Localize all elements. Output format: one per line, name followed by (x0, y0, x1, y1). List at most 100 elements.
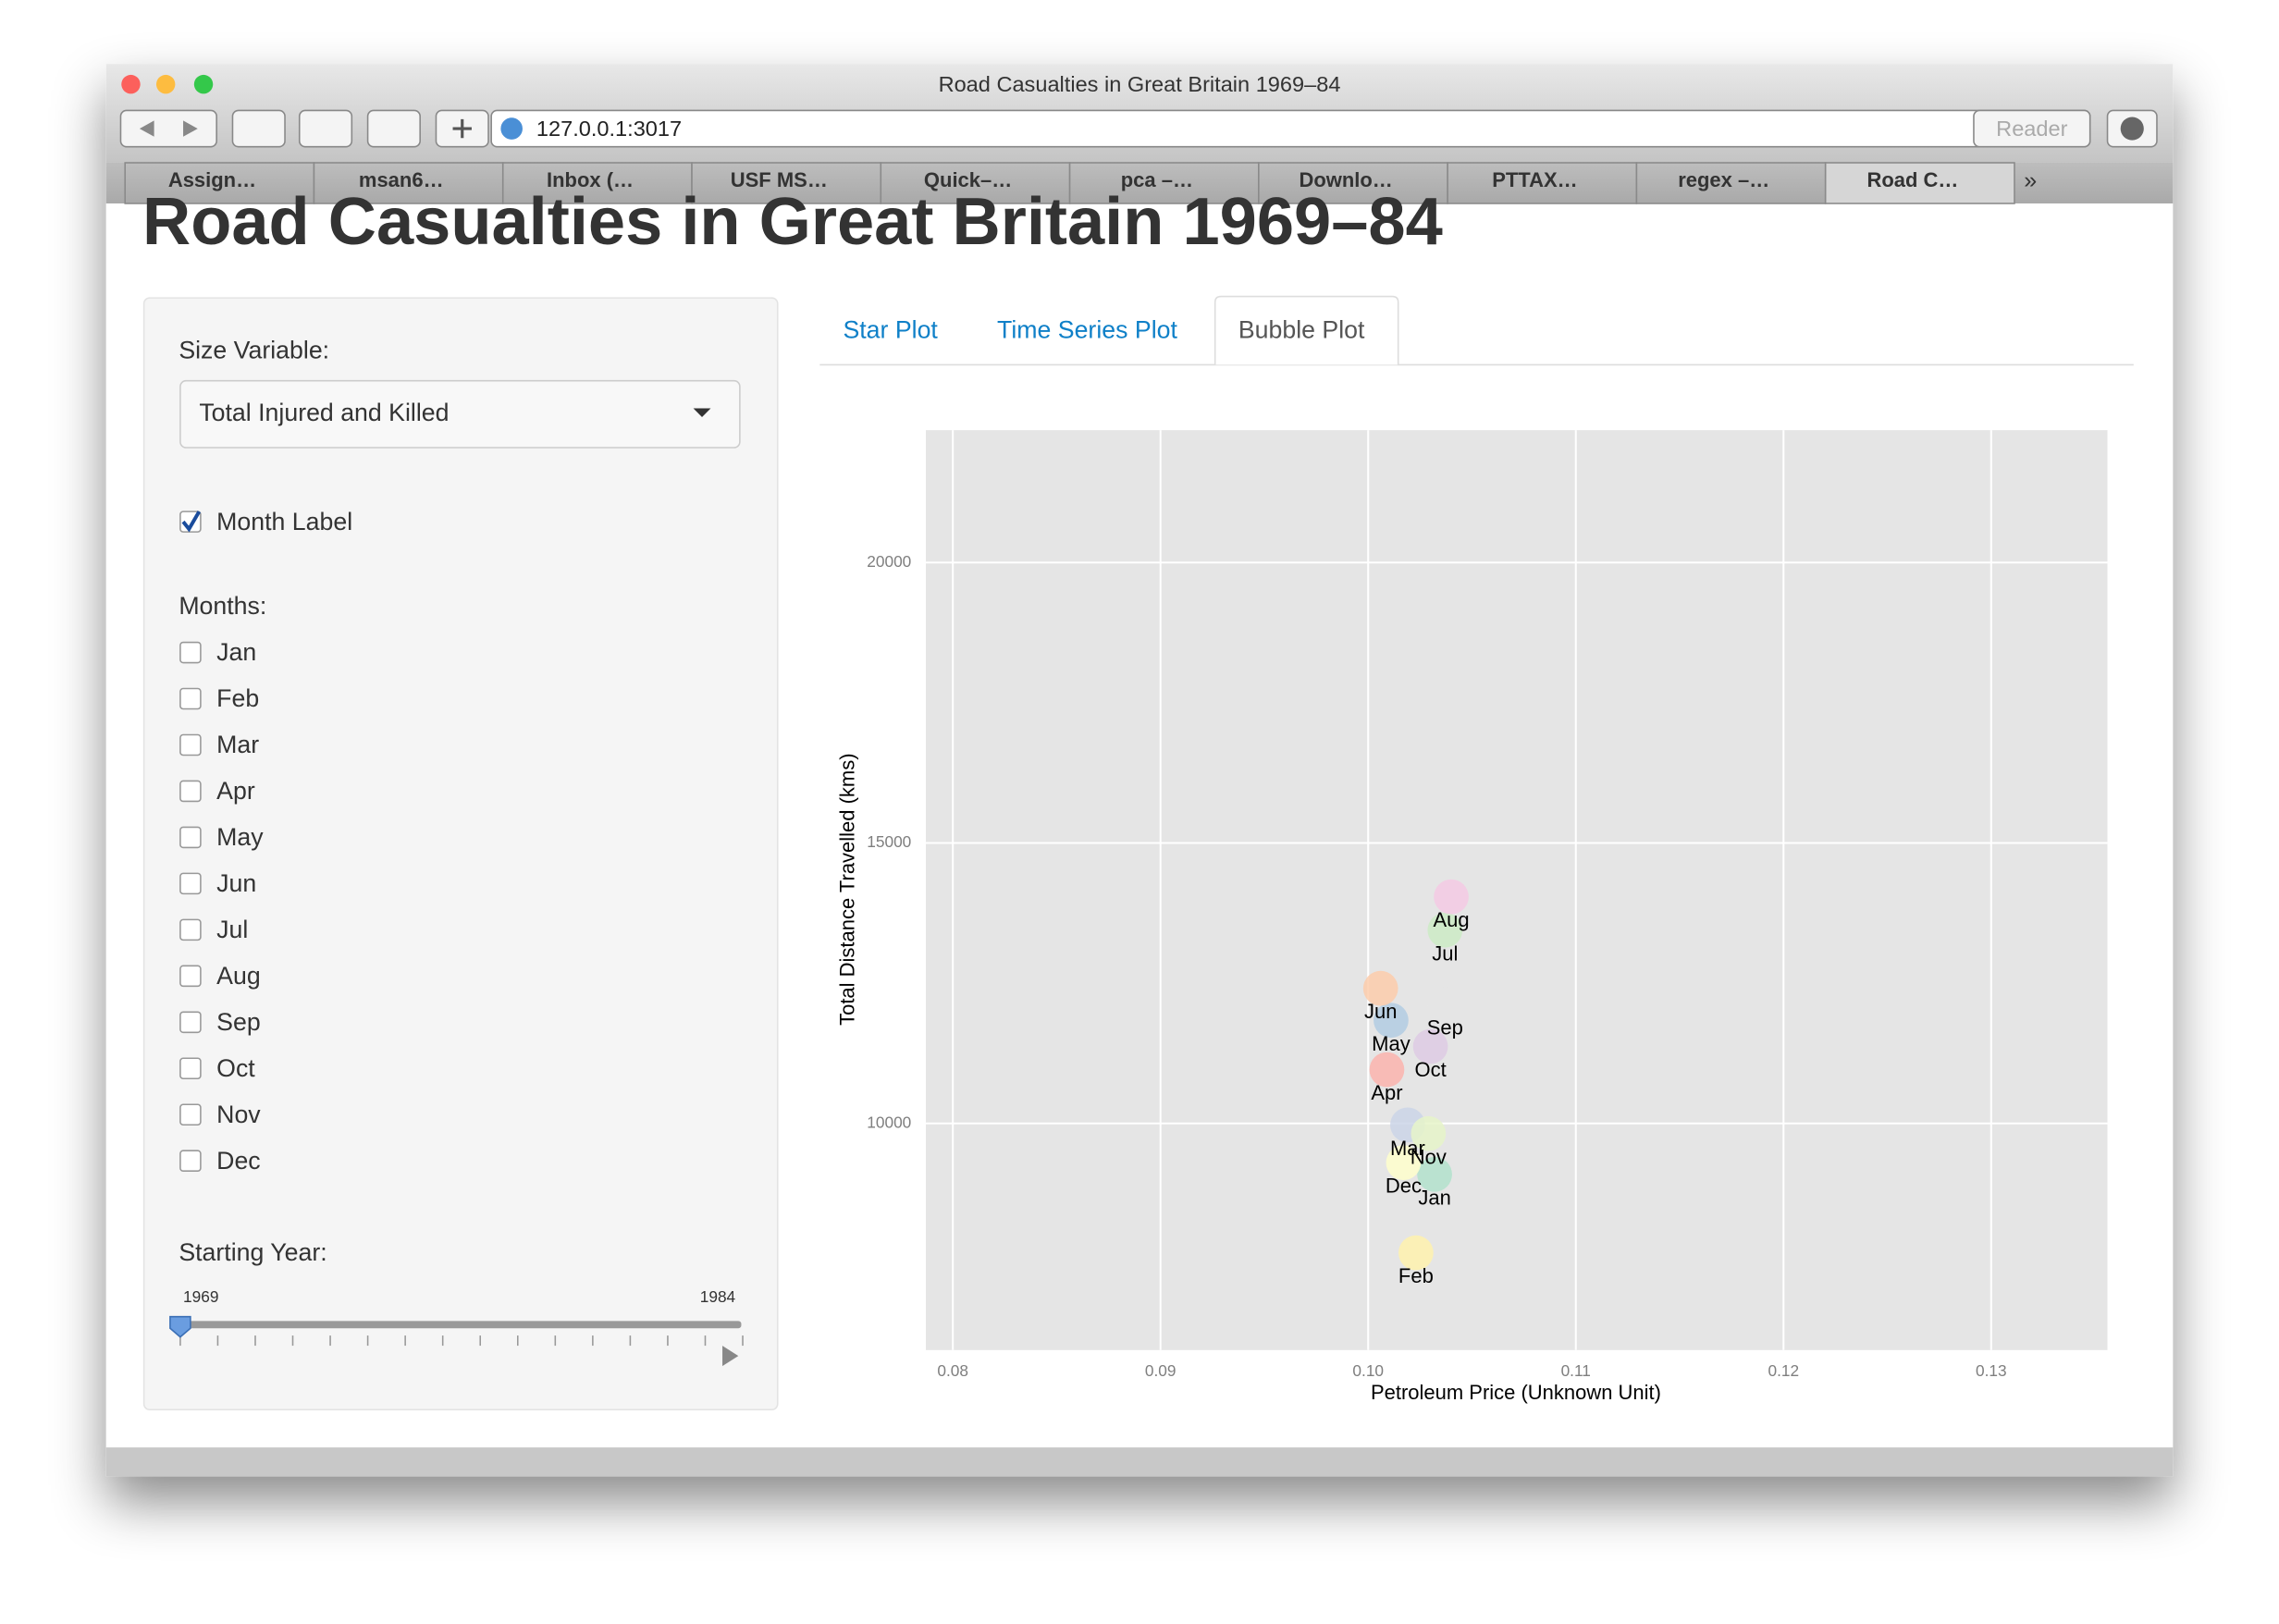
month-option: May (216, 823, 264, 851)
month-checkbox[interactable] (179, 641, 202, 664)
month-label: Nov (1411, 1145, 1447, 1168)
month-checkbox[interactable] (179, 1150, 202, 1172)
browser-tab-title: Road C… (1866, 168, 1958, 191)
month-checkbox[interactable] (179, 687, 202, 710)
status-bar (105, 1447, 2174, 1477)
month-label: Jun (1364, 1000, 1397, 1023)
month-label: Mar (1390, 1137, 1425, 1160)
browser-tab-title: pca –… (1121, 168, 1193, 191)
play-button[interactable] (722, 1346, 739, 1367)
share-button[interactable] (366, 109, 421, 148)
slider-handle[interactable] (169, 1315, 191, 1338)
reader-button[interactable] (1973, 109, 2091, 148)
month-label: Jan (1418, 1186, 1450, 1209)
month-checkbox[interactable] (179, 1057, 202, 1080)
url: 127.0.0.1:3017 (536, 117, 682, 141)
month-label: May (1372, 1032, 1411, 1055)
month-checkbox[interactable] (179, 1011, 202, 1034)
month-checkbox[interactable] (179, 1103, 202, 1126)
month-label: Oct (1414, 1058, 1446, 1081)
checkmark (181, 511, 202, 533)
browser-tab[interactable] (1447, 162, 1638, 204)
browser-tab[interactable] (313, 162, 504, 204)
y-axis-label: Total Distance Travelled (kms) (836, 753, 859, 1025)
tab-star[interactable]: Star Plot (843, 315, 938, 343)
size-value: Total Injured and Killed (199, 399, 449, 426)
month-checkbox[interactable] (179, 872, 202, 895)
tab-bubble[interactable]: Bubble Plot (1238, 315, 1365, 343)
zoom-button[interactable] (193, 74, 214, 94)
bubble (1411, 1115, 1447, 1151)
icloud-button[interactable] (298, 109, 353, 148)
month-option: Aug (216, 962, 261, 990)
month-option: Sep (216, 1008, 261, 1036)
browser-tab-title: PTTAX… (1492, 168, 1577, 191)
x-axis-label: Petroleum Price (Unknown Unit) (1371, 1381, 1661, 1404)
month-option: Jan (216, 638, 256, 666)
plot-panel (926, 430, 2108, 1350)
bubble (1434, 879, 1469, 915)
address-bar[interactable] (490, 109, 2091, 148)
tab-overflow[interactable]: » (2024, 167, 2037, 193)
month-checkbox[interactable] (179, 965, 202, 988)
month-option: Feb (216, 684, 259, 712)
active-tab (1213, 295, 1399, 365)
month-checkbox[interactable] (179, 918, 202, 941)
size-select[interactable] (179, 379, 741, 449)
browser-tab-title: msan6… (359, 168, 444, 191)
browser-tab-title: USF MS… (731, 168, 828, 191)
plot: 0.08 0.09 0.10 0.11 0.12 0.13 10000 15000 20000 J… (867, 430, 2108, 1380)
active-browser-tab[interactable] (1824, 162, 2015, 204)
month-checkbox[interactable] (179, 733, 202, 757)
browser-tabs: Assign… msan6… Inbox (… USF MS… Quick–… pca –… (124, 162, 2015, 204)
window-title: Road Casualties in Great Britain 1969–84 (939, 72, 1341, 96)
bubble (1374, 1003, 1409, 1039)
month-option: Nov (216, 1101, 261, 1128)
close-button[interactable] (121, 74, 141, 94)
back-forward[interactable] (119, 109, 217, 148)
x-tick-label: 0.10 (1352, 1361, 1384, 1380)
bubble (1362, 970, 1398, 1006)
month-label-text: Month Label (216, 508, 352, 535)
browser-tab-title: Inbox (… (547, 168, 634, 191)
download-icon (2120, 117, 2144, 141)
page-title: Road Casualties in Great Britain 1969–84 (142, 185, 1443, 259)
bubble (1412, 1028, 1448, 1064)
bookmarks-button[interactable] (231, 109, 286, 148)
month-label: Apr (1371, 1081, 1402, 1104)
browser-tab-title: Downlo… (1299, 168, 1392, 191)
month-label: Dec (1386, 1175, 1422, 1198)
browser-tab[interactable] (1068, 162, 1260, 204)
browser-tab[interactable] (880, 162, 1071, 204)
month-option: Jun (216, 869, 256, 897)
tab-time-series[interactable]: Time Series Plot (997, 315, 1177, 343)
month-checkbox[interactable] (179, 780, 202, 803)
month-label: Feb (1398, 1264, 1434, 1287)
bubble (1386, 1145, 1422, 1181)
month-checkbox[interactable] (179, 826, 202, 849)
month-label: Aug (1433, 908, 1469, 931)
browser-tab[interactable] (501, 162, 693, 204)
plus-icon (452, 118, 472, 139)
bubble (1369, 1052, 1405, 1088)
bubble (1427, 912, 1463, 948)
month-option: Dec (216, 1147, 261, 1175)
sidebar (142, 297, 779, 1411)
browser-tab-title: Quick–… (924, 168, 1012, 191)
month-checkboxes: Jan Feb Mar Apr May Jun Jul Aug Sep Oct Nov Dec (179, 638, 264, 1175)
y-tick-label: 10000 (867, 1113, 911, 1131)
month-option: Apr (216, 777, 255, 805)
size-label: Size Variable: (179, 336, 329, 363)
slider-track[interactable] (179, 1321, 742, 1329)
bubble (1398, 1235, 1434, 1271)
x-tick-label: 0.11 (1561, 1361, 1591, 1380)
x-tick-label: 0.09 (1145, 1361, 1176, 1380)
month-option: Mar (216, 731, 259, 758)
months-label: Months: (179, 592, 266, 620)
bubble (1427, 987, 1463, 1022)
minimize-button[interactable] (155, 74, 176, 94)
month-option: Oct (216, 1054, 255, 1082)
y-tick-label: 20000 (867, 552, 911, 571)
